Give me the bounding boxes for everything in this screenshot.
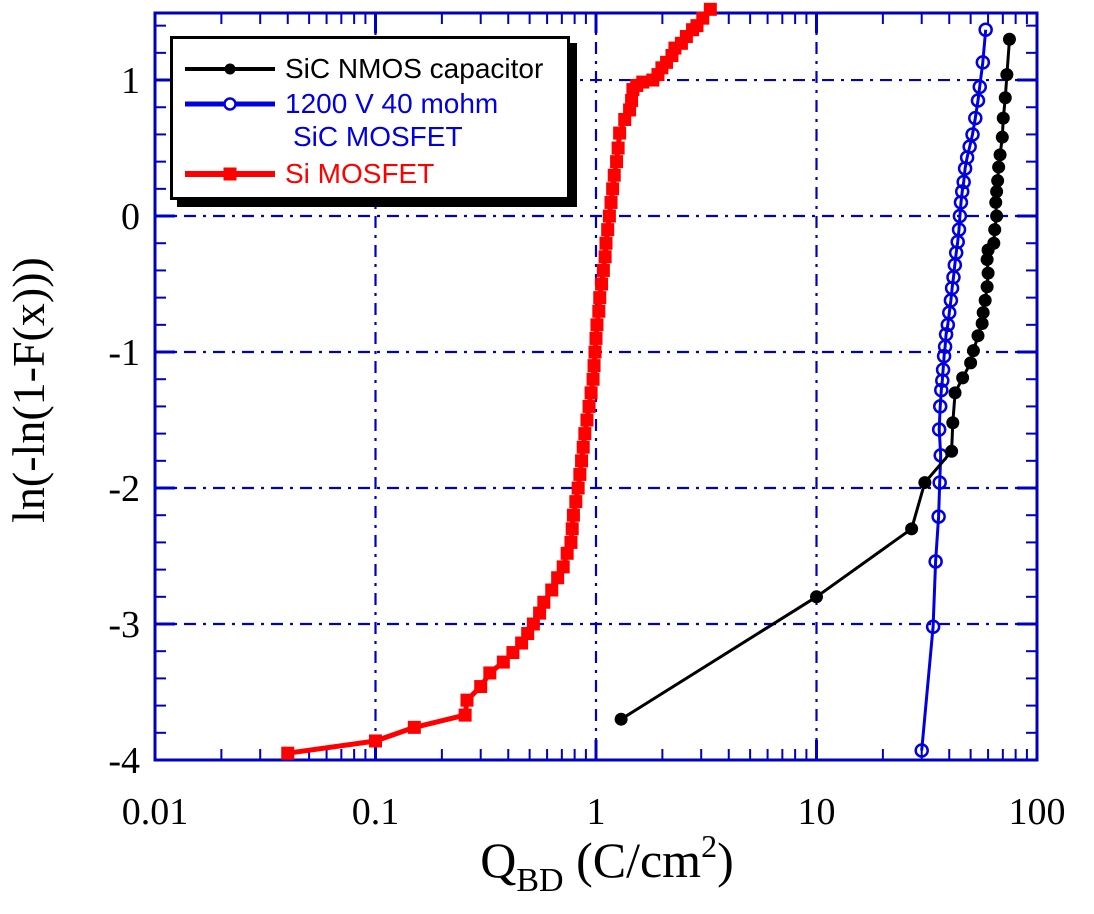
- svg-text:0.1: 0.1: [352, 791, 400, 833]
- red-line-square-icon: [185, 167, 275, 181]
- legend-label-sic-mosfet-line2: SiC MOSFET: [293, 121, 463, 152]
- legend-label-sic-mosfet-line1: 1200 V 40 mohm: [285, 88, 499, 119]
- svg-text:1: 1: [587, 791, 606, 833]
- x-axis-title-units-close: ): [717, 832, 734, 888]
- x-axis-title: QBD (C/cm2): [480, 828, 733, 900]
- legend-label-si-mosfet: Si MOSFET: [285, 158, 435, 189]
- svg-text:10: 10: [798, 791, 836, 833]
- svg-text:100: 100: [1009, 791, 1066, 833]
- legend: SiC NMOS capacitor 1200 V 40 mohm SiC MO…: [170, 36, 570, 200]
- x-axis-title-subscript: BD: [516, 862, 564, 899]
- legend-row-sic-nmos: SiC NMOS capacitor: [185, 53, 543, 85]
- svg-text:-3: -3: [108, 604, 140, 646]
- svg-text:-2: -2: [108, 468, 140, 510]
- legend-row-si-mosfet: Si MOSFET: [185, 158, 434, 190]
- legend-label-sic-nmos: SiC NMOS capacitor: [285, 53, 544, 84]
- blue-line-circle-icon: [185, 97, 275, 111]
- svg-text:-1: -1: [108, 332, 140, 374]
- black-line-dot-icon: [185, 63, 275, 75]
- svg-text:0.01: 0.01: [122, 791, 189, 833]
- svg-text:-4: -4: [108, 740, 140, 782]
- legend-row-sic-mosfet: 1200 V 40 mohm: [185, 88, 498, 120]
- x-axis-title-symbol: Q: [480, 832, 517, 888]
- x-axis-title-units-open: (C/cm: [563, 832, 702, 888]
- svg-text:0: 0: [121, 196, 140, 238]
- x-axis-title-exponent: 2: [701, 828, 718, 864]
- y-axis-title: ln(-ln(1-F(x))): [3, 257, 54, 523]
- svg-text:1: 1: [121, 60, 140, 102]
- legend-row-sic-mosfet-line2: SiC MOSFET: [293, 121, 463, 153]
